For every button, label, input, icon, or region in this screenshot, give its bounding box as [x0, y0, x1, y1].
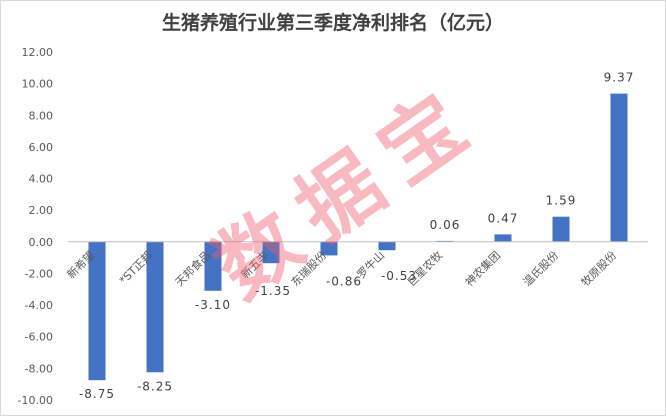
- y-tick-label: -10.00: [18, 394, 53, 407]
- y-tick-label: 2.00: [29, 204, 54, 217]
- bar-value-label: 1.59: [546, 194, 577, 208]
- y-tick-label: 12.00: [22, 46, 54, 59]
- y-tick-label: -6.00: [25, 331, 53, 344]
- data-labels: -8.75 -8.25 -3.10 -1.35 -0.86 -0.53 0.06 0.47 1.…: [79, 71, 635, 402]
- bar: [320, 241, 338, 256]
- bar-value-label: 0.06: [430, 218, 461, 232]
- bar: [494, 234, 512, 242]
- bar: [262, 241, 280, 264]
- bar-series: [88, 93, 628, 381]
- bar-value-label: -1.35: [255, 284, 291, 298]
- bar-value-label: 9.37: [604, 71, 635, 85]
- y-tick-label: 6.00: [29, 141, 54, 154]
- bar-value-label: -8.75: [79, 387, 115, 401]
- chart-title: 生猪养殖行业第三季度净利排名（亿元）: [162, 11, 504, 34]
- y-tick-label: -4.00: [25, 299, 53, 312]
- bar-value-label: -0.53: [381, 269, 417, 283]
- bar-value-label: -8.25: [137, 379, 173, 393]
- y-tick-label: 10.00: [22, 78, 54, 91]
- bar: [610, 93, 628, 242]
- y-tick-label: -8.00: [25, 362, 53, 375]
- bar: [204, 241, 222, 291]
- y-tick-label: 0.00: [29, 236, 54, 249]
- y-axis: 12.00 10.00 8.00 6.00 4.00 2.00 0.00 -2.00 -4.00…: [18, 46, 53, 407]
- y-tick-label: 4.00: [29, 173, 54, 186]
- bar-value-label: -0.86: [326, 274, 362, 288]
- bar: [378, 241, 396, 251]
- bar: [88, 241, 106, 381]
- bar-value-label: 0.47: [488, 211, 519, 225]
- y-tick-label: -2.00: [25, 268, 53, 281]
- bar: [146, 241, 164, 373]
- bar: [552, 216, 570, 242]
- y-tick-label: 8.00: [29, 109, 54, 122]
- bar-value-label: -3.10: [195, 298, 231, 312]
